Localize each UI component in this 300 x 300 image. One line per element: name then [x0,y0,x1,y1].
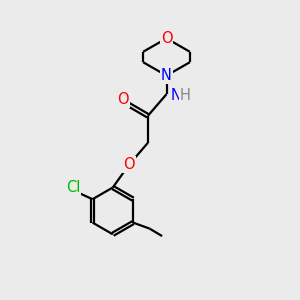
Text: H: H [180,88,191,103]
Text: N: N [161,68,172,83]
Text: O: O [124,157,135,172]
Text: N: N [171,88,182,103]
Text: O: O [161,31,172,46]
Text: O: O [117,92,128,107]
Text: Cl: Cl [66,180,80,195]
